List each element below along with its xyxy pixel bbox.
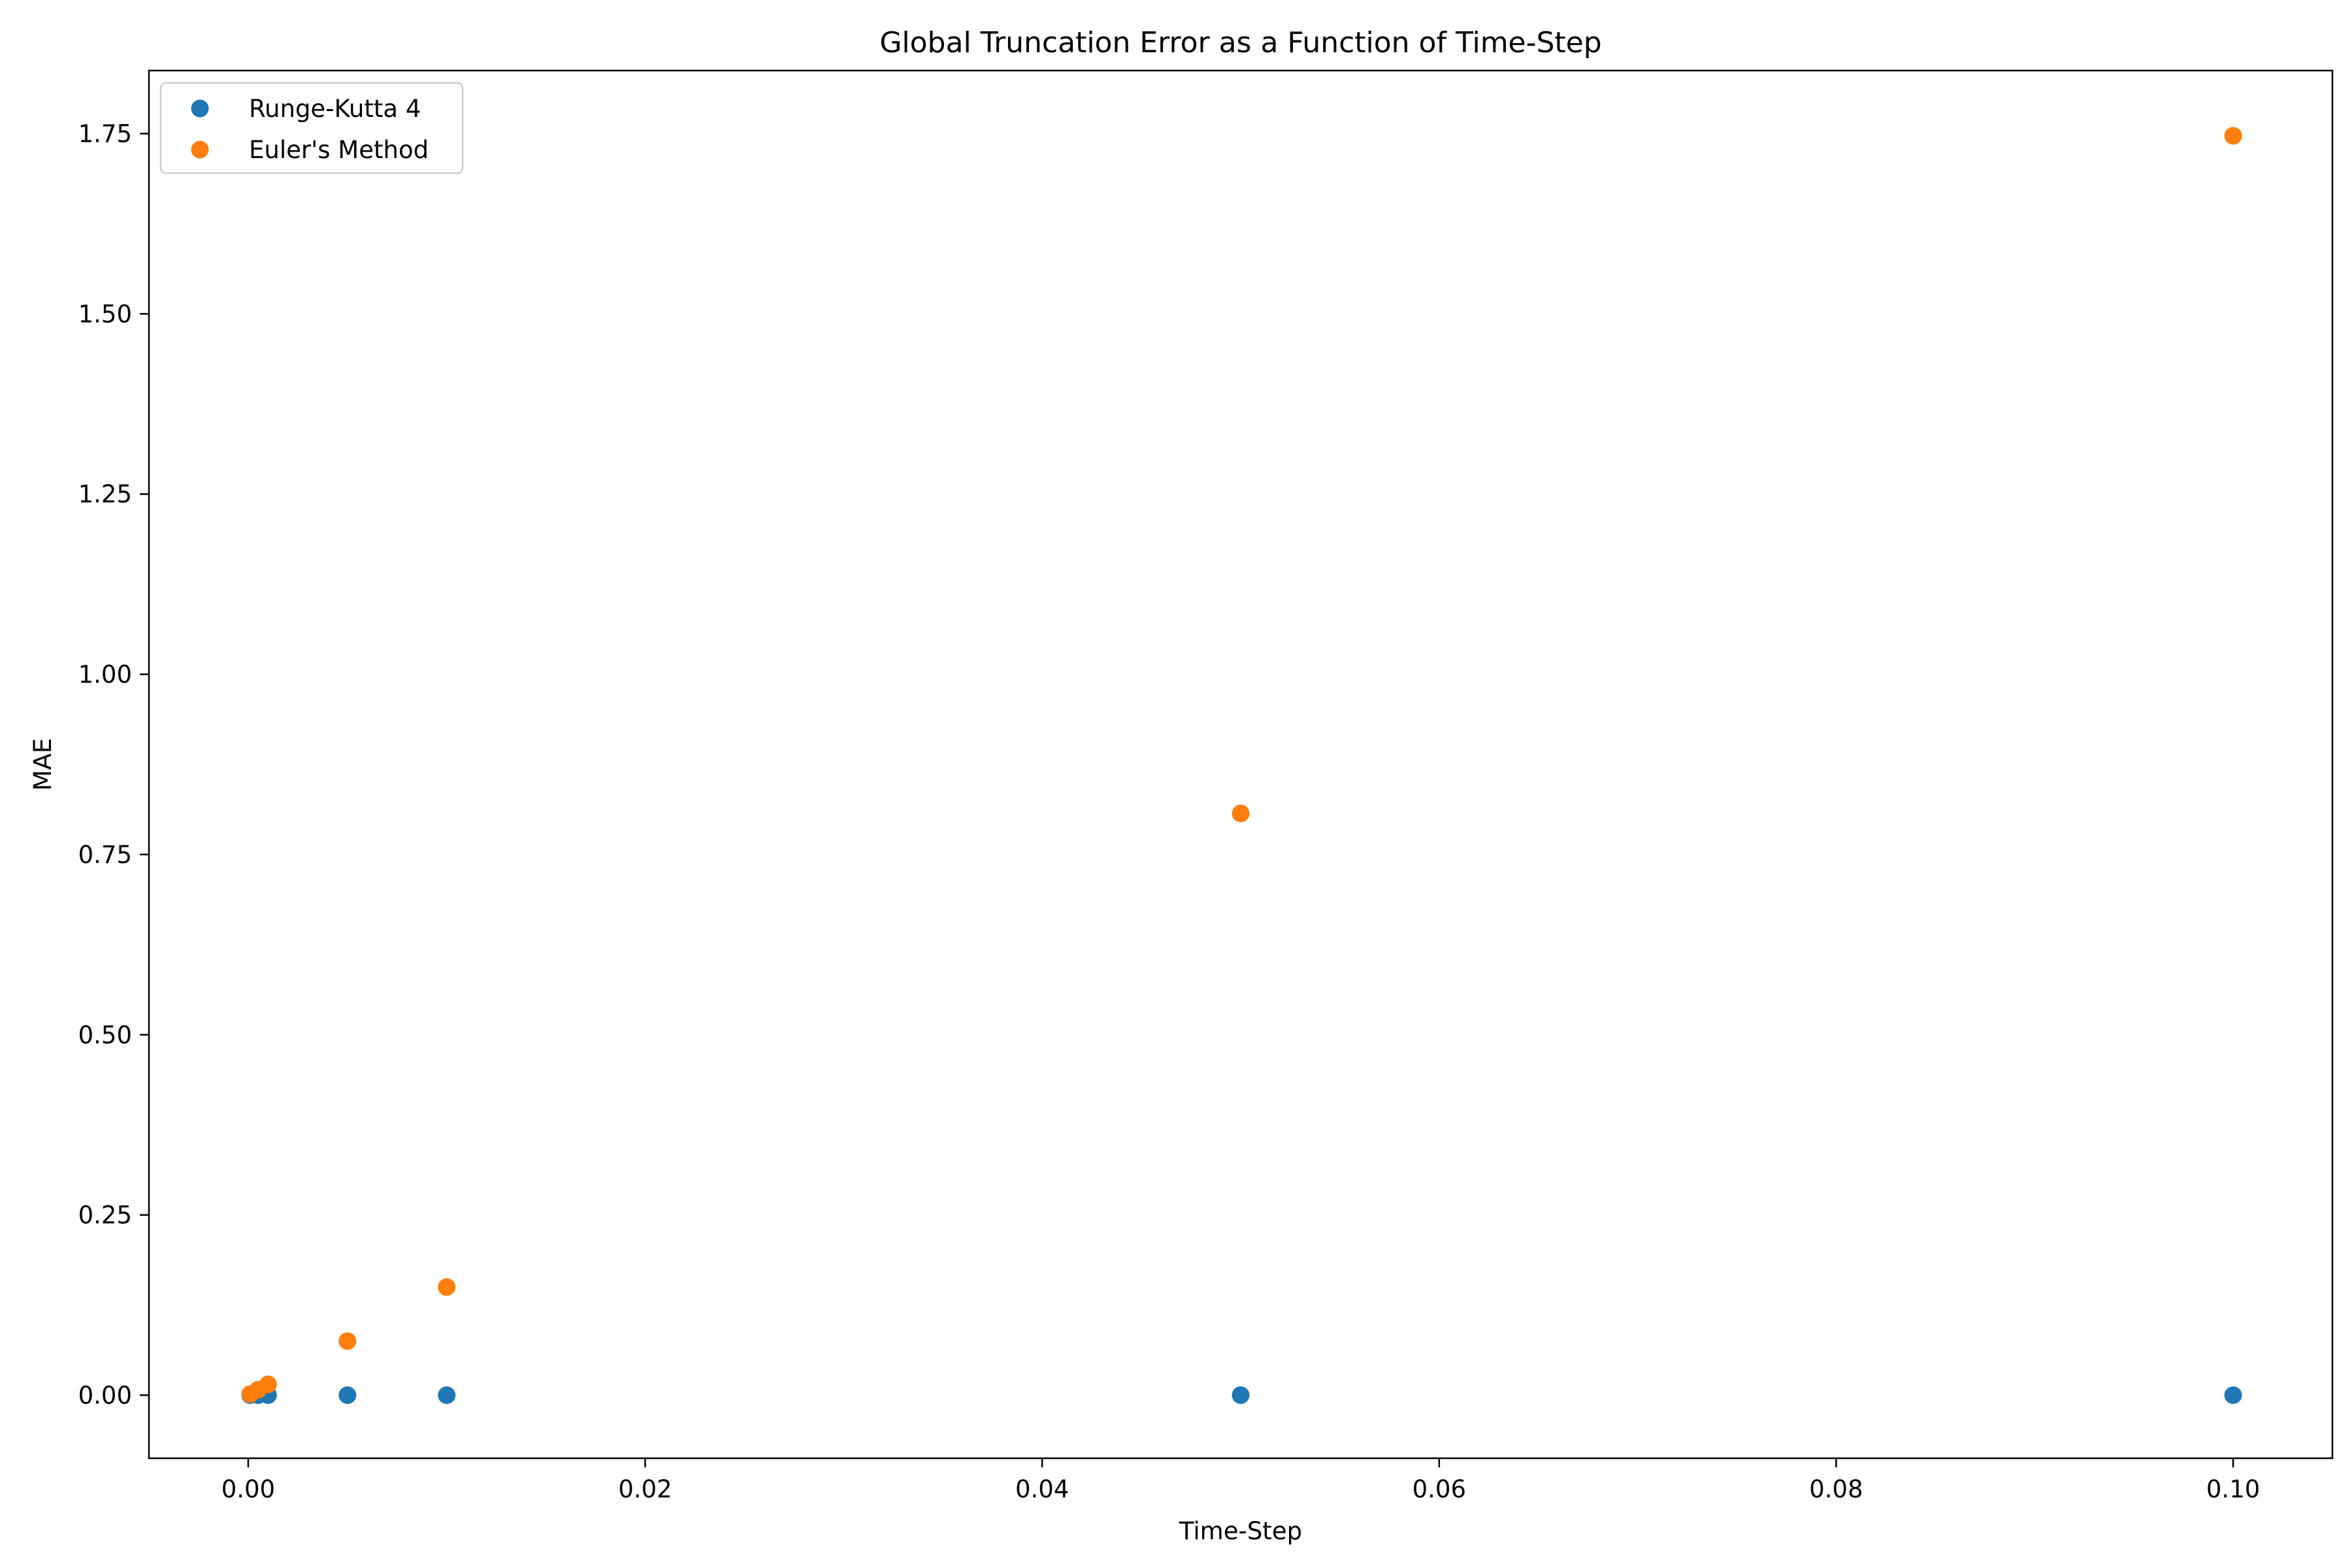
x-tick-label: 0.08 — [1809, 1475, 1863, 1503]
data-point — [338, 1386, 357, 1404]
x-tick-label: 0.10 — [2206, 1475, 2260, 1503]
y-tick-label: 1.25 — [78, 480, 132, 508]
legend-marker — [191, 99, 209, 118]
data-point — [1232, 1386, 1250, 1404]
x-axis-label: Time-Step — [1179, 1517, 1302, 1545]
y-axis-label: MAE — [29, 738, 57, 791]
data-point — [338, 1332, 357, 1350]
x-tick-label: 0.06 — [1413, 1475, 1466, 1503]
data-point — [2224, 1386, 2242, 1404]
plot-area-frame — [148, 69, 2334, 1460]
x-tick-label: 0.02 — [618, 1475, 672, 1503]
data-point — [438, 1386, 456, 1404]
legend: Runge-Kutta 4 Euler's Method — [159, 82, 464, 174]
y-tick-label: 1.00 — [78, 661, 132, 689]
x-tick-label: 0.00 — [221, 1475, 275, 1503]
y-axis-ticks: 0.00 0.25 0.50 0.75 1.00 1.25 1.50 1.75 — [78, 120, 149, 1409]
y-tick-label: 0.50 — [78, 1021, 132, 1049]
data-point — [2224, 127, 2242, 145]
y-tick-label: 0.25 — [78, 1201, 132, 1230]
series-euler-s-method — [241, 127, 2242, 1403]
y-tick-label: 1.50 — [78, 300, 132, 328]
data-point — [1232, 804, 1250, 823]
x-tick-label: 0.04 — [1015, 1475, 1069, 1503]
data-points — [241, 127, 2242, 1404]
data-point — [438, 1278, 456, 1296]
legend-marker — [191, 140, 209, 159]
legend-label: Euler's Method — [249, 136, 429, 164]
x-axis-ticks: 0.00 0.02 0.04 0.06 0.08 0.10 — [221, 1458, 2260, 1503]
data-point — [259, 1375, 277, 1394]
legend-box — [159, 82, 464, 174]
chart-title: Global Truncation Error as a Function of… — [879, 26, 1601, 59]
y-tick-label: 0.75 — [78, 841, 132, 869]
y-tick-label: 0.00 — [78, 1381, 132, 1409]
legend-label: Runge-Kutta 4 — [249, 95, 421, 123]
y-tick-label: 1.75 — [78, 120, 132, 148]
